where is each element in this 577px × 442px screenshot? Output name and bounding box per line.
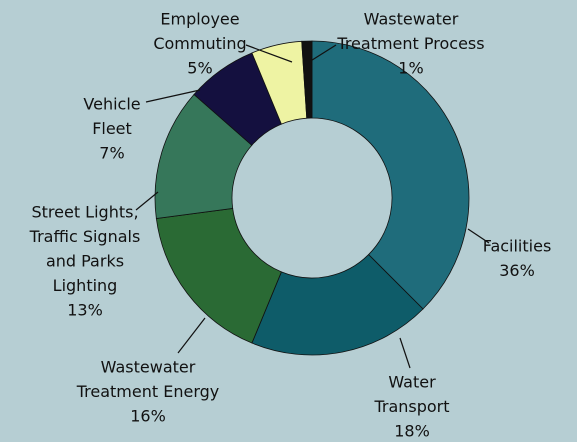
value-label: 13%: [67, 301, 103, 320]
slice-label: Lighting: [53, 276, 118, 295]
leader-line: [399, 337, 411, 369]
slice: [251, 254, 424, 356]
slice-label: Wastewater: [364, 10, 459, 29]
slice: [311, 40, 470, 310]
slice-label: Treatment Process: [336, 34, 484, 53]
slice-label: Commuting: [153, 34, 246, 53]
value-label: 16%: [130, 407, 166, 426]
slice: [301, 40, 313, 119]
leader-line: [177, 317, 206, 354]
slice-label: and Parks: [46, 252, 124, 271]
leader-line: [308, 44, 337, 63]
leader-line: [245, 44, 293, 63]
value-label: 1%: [398, 59, 423, 78]
value-label: 5%: [187, 59, 212, 78]
slice-label: Treatment Energy: [76, 382, 220, 401]
leader-line: [467, 228, 490, 244]
slice-label: Water: [388, 373, 436, 392]
leader-line: [145, 89, 201, 103]
slice-label: Vehicle: [83, 95, 140, 114]
value-label: 7%: [99, 144, 124, 163]
slice-label: Traffic Signals: [29, 227, 141, 246]
value-label: 18%: [394, 422, 430, 441]
slice-label: Facilities: [483, 237, 552, 256]
slice-label: Fleet: [92, 119, 132, 138]
slice-label: Transport: [373, 397, 449, 416]
slice-label: Wastewater: [101, 358, 196, 377]
value-label: 36%: [499, 261, 535, 280]
leader-line: [135, 191, 159, 211]
slice-label: Street Lights,: [31, 203, 138, 222]
slice-label: Employee: [160, 10, 239, 29]
